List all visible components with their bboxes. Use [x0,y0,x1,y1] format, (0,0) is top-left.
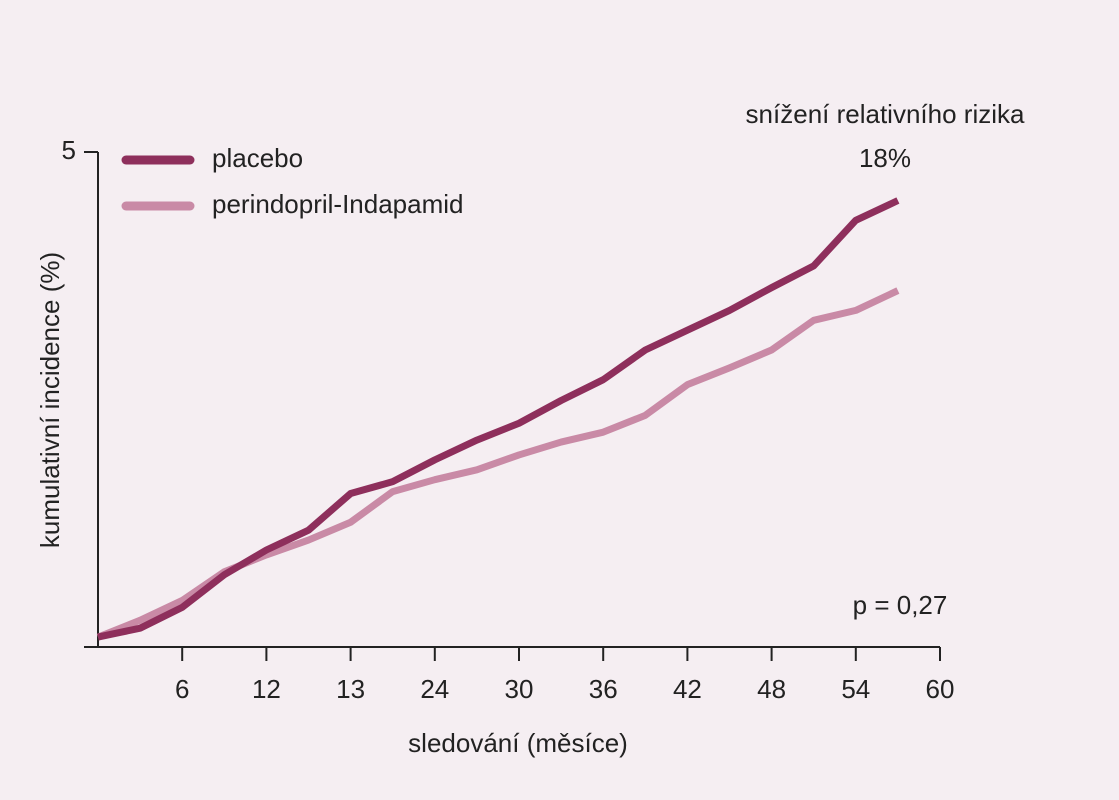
x-tick-label: 48 [757,674,786,704]
x-tick-label: 24 [420,674,449,704]
x-tick-label: 42 [673,674,702,704]
series-line [97,197,900,641]
y-axis-label: kumulativní incidence (%) [35,252,65,548]
annotation: snížení relativního rizika [746,99,1025,129]
x-tick-label: 60 [926,674,955,704]
annotation: 18% [859,143,911,173]
legend-label: perindopril-Indapamid [212,189,463,219]
y-tick-label: 5 [62,135,76,165]
x-tick-label: 30 [505,674,534,704]
x-tick-label: 13 [336,674,365,704]
legend-label: placebo [212,143,303,173]
annotation: p = 0,27 [853,590,948,620]
x-tick-label: 54 [841,674,870,704]
x-tick-label: 12 [252,674,281,704]
x-axis-label: sledování (měsíce) [408,728,628,758]
x-tick-label: 6 [175,674,189,704]
x-tick-label: 36 [589,674,618,704]
